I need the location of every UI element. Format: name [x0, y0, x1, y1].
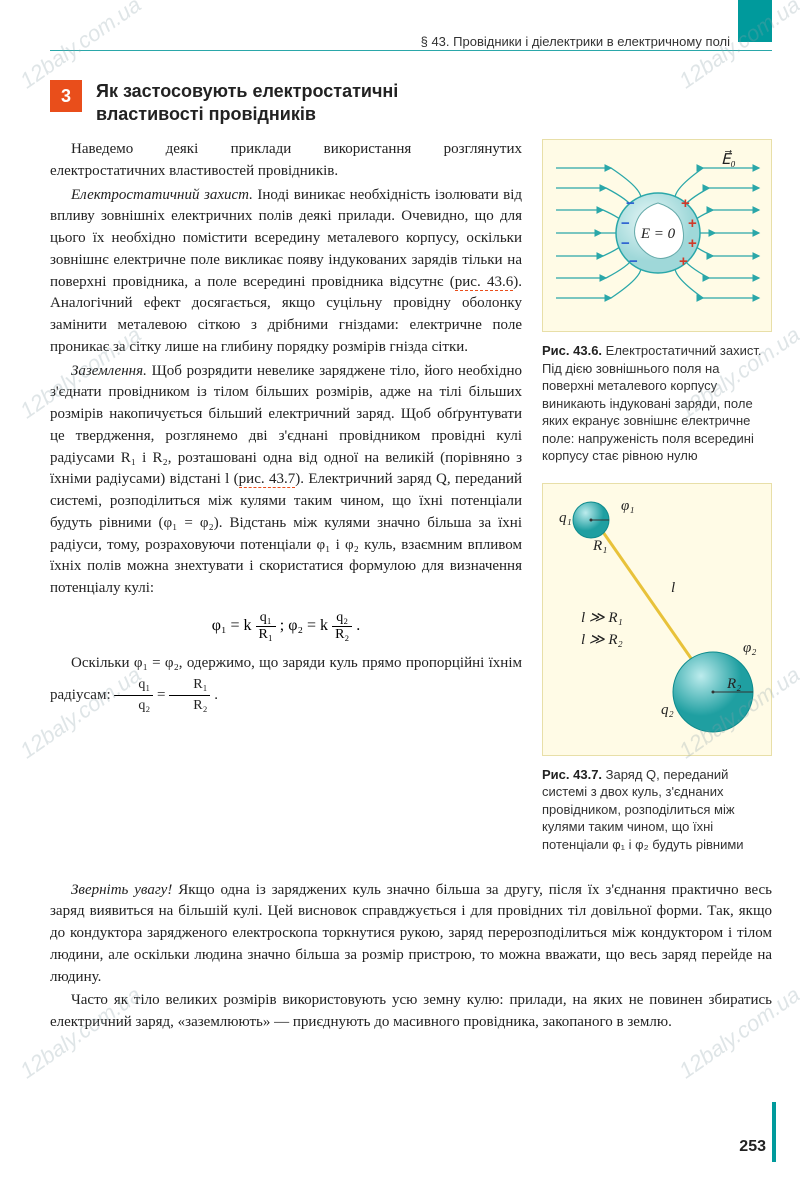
para-grounding-body: Щоб розрядити невелике заряджене тіло, й… [50, 363, 522, 488]
formula-sep: ; [280, 617, 288, 634]
para-ratio: Оскільки φ₁ = φ₂, одержимо, що заряди ку… [50, 653, 522, 716]
section-title-line1: Як застосовують електростатичні [96, 81, 398, 101]
frac-q2-r2: q₂R₂ [332, 610, 352, 643]
page-content: 3 Як застосовують електростатичні власти… [50, 80, 772, 1138]
text-column: Наведемо деякі приклади використання роз… [50, 139, 522, 872]
ratio-dot: . [210, 687, 218, 703]
svg-text:+: + [681, 195, 690, 212]
svg-text:q₁: q₁ [559, 510, 572, 526]
caption-43-6: Рис. 43.6. Електростатичний захист. Під … [542, 342, 772, 465]
ratio-eq: = [153, 687, 169, 703]
frac-d-r2: R₂ [332, 627, 352, 643]
svg-text:+: + [688, 235, 697, 252]
frac-d-r1: R₁ [256, 627, 276, 643]
frac-n-r1b: R₁ [169, 675, 210, 696]
fig-43-7-svg: q₁ φ₁ R₁ l l ≫ R₁ l ≫ R₂ φ₂ q₂ R₂ [551, 492, 765, 742]
svg-text:−: − [626, 195, 635, 212]
ref-fig-43-6: рис. 43.6 [455, 274, 513, 291]
para-grounding: Заземлення. Щоб розрядити невелике заряд… [50, 361, 522, 600]
attention-label: Зверніть увагу! [71, 882, 172, 898]
para-grounding-tail: ). Електричний заряд Q, переданий систем… [50, 471, 522, 596]
caption-43-7: Рис. 43.7. Заряд Q, переданий системі з … [542, 766, 772, 854]
formula-potentials: φ₁ = k q₁R₁ ; φ₂ = k q₂R₂ . [50, 610, 522, 643]
page-number-bar [772, 1102, 776, 1162]
svg-text:R₁: R₁ [592, 538, 607, 554]
svg-text:l: l [671, 580, 675, 596]
para-shield: Електростатичний захист. Іноді виникає н… [50, 185, 522, 359]
frac-n-q2: q₂ [332, 610, 352, 627]
section-title-line2: властивості провідників [96, 104, 316, 124]
two-column-layout: Наведемо деякі приклади використання роз… [50, 139, 772, 872]
section-number-box: 3 [50, 80, 82, 112]
header-section-ref: § 43. Провідники і діелектрики в електри… [421, 34, 730, 49]
frac-n-q1: q₁ [256, 610, 276, 627]
frac-q1-q2: q₁q₂ [114, 675, 153, 717]
svg-text:−: − [629, 253, 638, 270]
svg-text:q₂: q₂ [661, 702, 674, 718]
svg-text:φ₁: φ₁ [621, 498, 635, 514]
frac-n-q1b: q₁ [114, 675, 153, 696]
corner-tab [738, 0, 772, 42]
para-earth: Часто як тіло великих розмірів використо… [50, 990, 772, 1034]
frac-q1-r1: q₁R₁ [256, 610, 276, 643]
sidebar-column: E = 0 − − − − + + + + E⃗₀ Рис. 43.6. Еле… [542, 139, 772, 872]
svg-text:+: + [679, 253, 688, 270]
frac-d-q2b: q₂ [114, 696, 153, 716]
formula-dot: . [356, 617, 360, 634]
section-heading: 3 Як застосовують електростатичні власти… [50, 80, 772, 125]
svg-text:−: − [621, 215, 630, 232]
svg-text:l ≫ R₁: l ≫ R₁ [581, 610, 623, 626]
svg-text:−: − [621, 235, 630, 252]
term-electrostatic-shield: Електростатичний захист. [71, 187, 253, 203]
phi1-eq: φ₁ = k [212, 617, 252, 634]
phi2-eq: φ₂ = k [288, 617, 328, 634]
full-width-text: Зверніть увагу! Якщо одна із заряджених … [50, 880, 772, 1034]
svg-text:R₂: R₂ [726, 676, 741, 692]
ref-fig-43-7: рис. 43.7 [239, 471, 296, 488]
section-title: Як застосовують електростатичні властиво… [96, 80, 398, 125]
figure-43-7: q₁ φ₁ R₁ l l ≫ R₁ l ≫ R₂ φ₂ q₂ R₂ [542, 483, 772, 756]
para-attention: Зверніть увагу! Якщо одна із заряджених … [50, 880, 772, 989]
svg-text:l ≫ R₂: l ≫ R₂ [581, 632, 623, 648]
svg-text:E = 0: E = 0 [640, 226, 676, 242]
header-rule [50, 50, 772, 51]
page-number: 253 [739, 1138, 766, 1156]
figure-43-6: E = 0 − − − − + + + + E⃗₀ [542, 139, 772, 332]
caption-43-6-text: Електростатичний захист. Під дією зовніш… [542, 343, 762, 463]
caption-43-6-label: Рис. 43.6. [542, 343, 602, 358]
frac-r1-r2: R₁R₂ [169, 675, 210, 717]
svg-text:+: + [688, 215, 697, 232]
caption-43-7-label: Рис. 43.7. [542, 767, 602, 782]
para-intro: Наведемо деякі приклади використання роз… [50, 139, 522, 183]
fig-43-6-svg: E = 0 − − − − + + + + E⃗₀ [551, 148, 765, 318]
frac-d-r2b: R₂ [169, 696, 210, 716]
term-grounding: Заземлення. [71, 363, 147, 379]
svg-text:E⃗₀: E⃗₀ [721, 149, 736, 168]
svg-text:φ₂: φ₂ [743, 640, 757, 656]
